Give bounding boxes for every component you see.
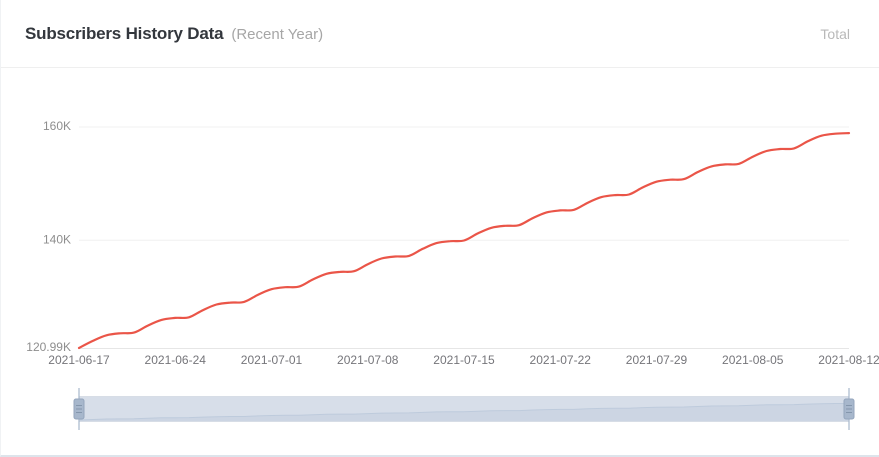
x-axis-label: 2021-08-12 <box>818 353 879 367</box>
total-series-label: Total <box>820 25 850 42</box>
y-axis-label: 120.99K <box>26 340 71 354</box>
x-axis-label: 2021-07-01 <box>241 353 303 367</box>
title-group: Subscribers History Data (Recent Year) <box>25 24 323 44</box>
card-header: Subscribers History Data (Recent Year) T… <box>1 0 879 68</box>
x-axis-label: 2021-06-17 <box>48 353 110 367</box>
page-subtitle: (Recent Year) <box>231 25 324 43</box>
x-axis-label: 2021-07-29 <box>626 353 688 367</box>
page-title: Subscribers History Data <box>25 23 224 43</box>
x-axis-label: 2021-07-15 <box>433 353 495 367</box>
x-axis-label: 2021-06-24 <box>145 353 207 367</box>
datazoom-data-shadow <box>79 403 849 421</box>
datazoom-selected-range[interactable] <box>79 396 849 422</box>
x-axis-label: 2021-08-05 <box>722 353 784 367</box>
x-axis-label: 2021-07-22 <box>530 353 592 367</box>
x-axis-label: 2021-07-08 <box>337 353 399 367</box>
y-axis-label: 160K <box>43 119 71 133</box>
datazoom-right-handle[interactable] <box>843 388 855 430</box>
y-axis-label: 140K <box>43 232 71 246</box>
datazoom-slider[interactable] <box>73 388 855 430</box>
datazoom-shadow-line <box>78 403 849 421</box>
total-series-line <box>77 132 851 350</box>
datazoom-left-handle[interactable] <box>73 388 85 430</box>
